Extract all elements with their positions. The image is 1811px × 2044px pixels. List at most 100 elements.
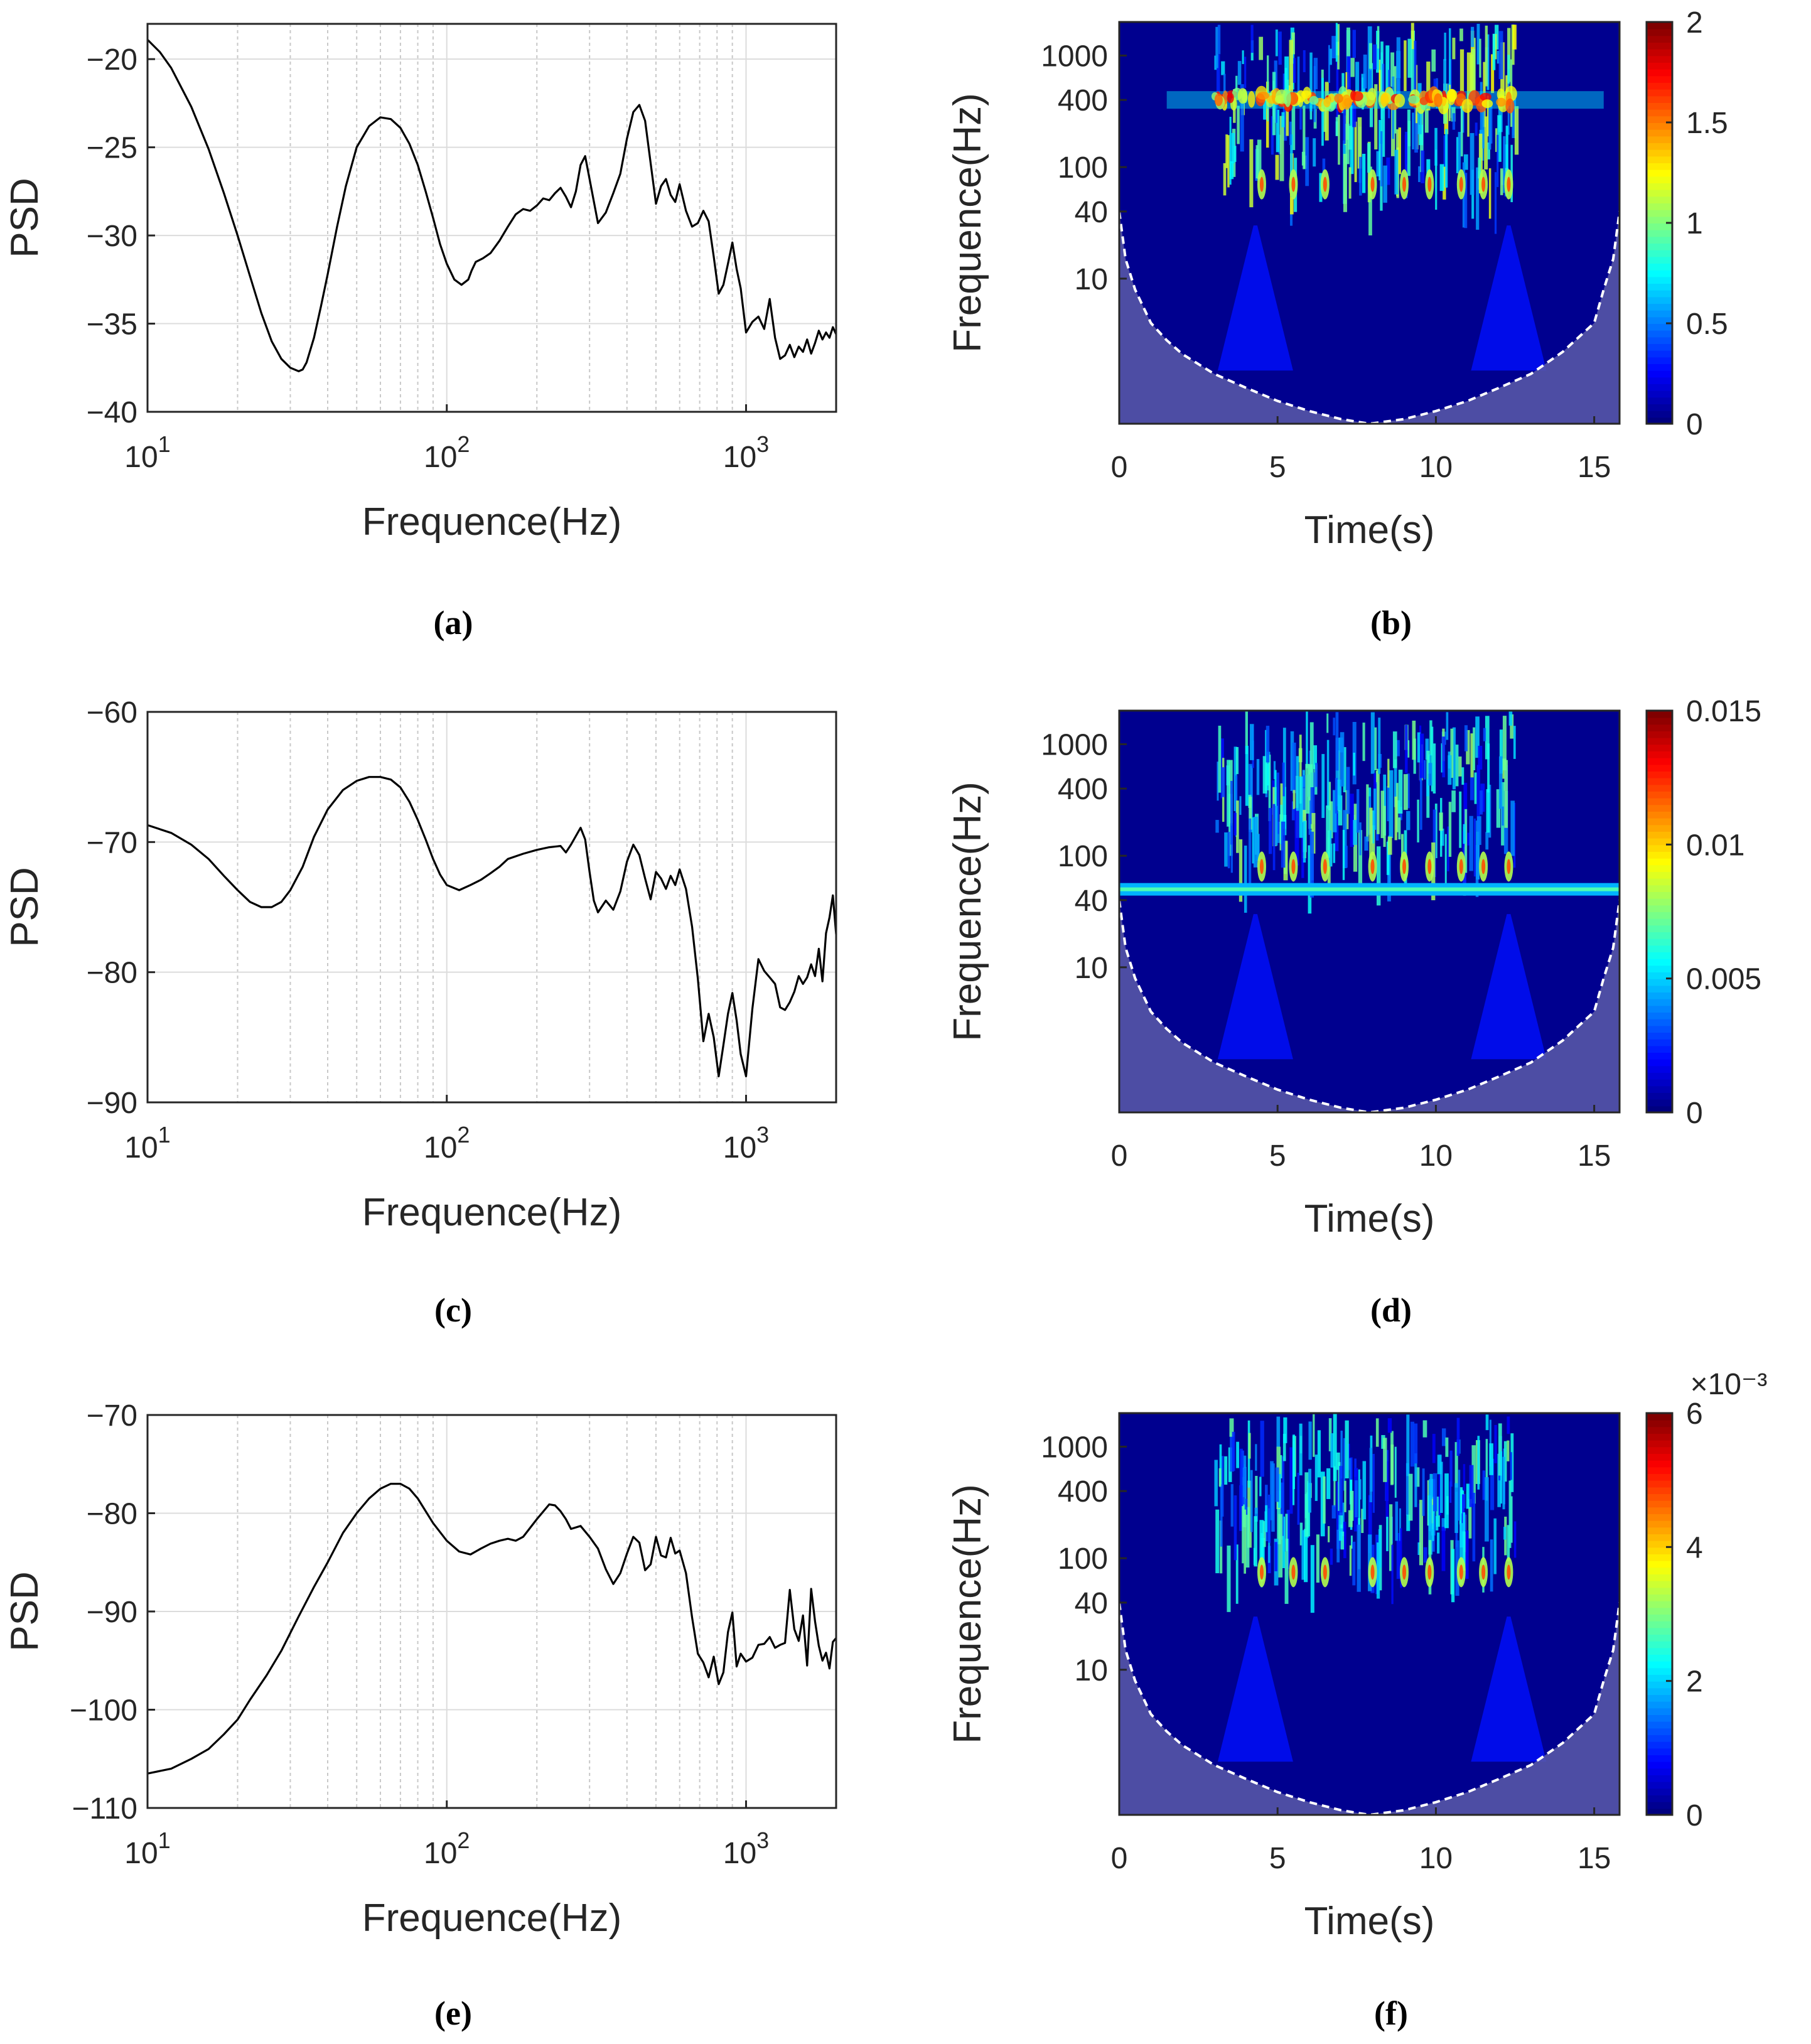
energy-streak <box>1303 105 1306 169</box>
energy-streak <box>1247 1480 1252 1548</box>
colorbar-segment <box>1647 1567 1672 1574</box>
colorbar-segment <box>1647 289 1672 298</box>
colorbar-segment <box>1647 878 1672 886</box>
energy-streak <box>1474 772 1477 804</box>
energy-streak <box>1440 828 1444 846</box>
energy-streak <box>1333 1466 1336 1507</box>
y-axis-label: PSD <box>3 867 46 947</box>
energy-streak <box>1419 1500 1424 1566</box>
colorbar-segment <box>1647 370 1672 378</box>
colorbar-segment <box>1647 724 1672 731</box>
energy-streak <box>1233 1495 1237 1561</box>
energy-streak <box>1510 714 1514 739</box>
energy-streak <box>1507 1525 1510 1562</box>
panel-b-scalogram: 0 5 10 1510401004001000Time(s)Frequence(Hz)… <box>946 6 1728 642</box>
colorbar-segment <box>1647 236 1672 244</box>
energy-streak <box>1404 40 1407 92</box>
energy-streak <box>1463 1512 1466 1564</box>
colorbar-segment <box>1647 216 1672 223</box>
energy-streak <box>1262 756 1267 794</box>
y-tick-label: 40 <box>1075 885 1108 918</box>
energy-streak <box>1383 1438 1387 1482</box>
pulse-core <box>1291 1564 1296 1580</box>
colorbar-segment <box>1647 1580 1672 1588</box>
energy-streak <box>1458 756 1462 777</box>
energy-streak <box>1472 1492 1476 1562</box>
energy-streak <box>1333 1413 1337 1482</box>
colorbar-segment <box>1647 229 1672 237</box>
energy-streak <box>1271 116 1274 155</box>
energy-streak <box>1502 1456 1505 1510</box>
colorbar-segment <box>1647 1446 1672 1454</box>
band-blob <box>1257 91 1269 100</box>
energy-streak <box>1221 61 1225 75</box>
colorbar-segment <box>1647 737 1672 745</box>
energy-streak <box>1348 167 1352 199</box>
energy-streak <box>1498 1423 1502 1476</box>
energy-streak <box>1291 32 1295 55</box>
energy-streak <box>1299 734 1302 804</box>
y-tick-label: −25 <box>87 132 137 165</box>
energy-streak <box>1394 759 1397 807</box>
energy-streak <box>1486 789 1490 833</box>
colorbar-segment <box>1647 1587 1672 1595</box>
energy-streak <box>1346 27 1350 56</box>
energy-streak <box>1463 154 1468 170</box>
energy-streak <box>1406 773 1410 809</box>
energy-streak <box>1458 132 1461 180</box>
energy-streak <box>1326 740 1330 809</box>
colorbar-segment <box>1647 256 1672 264</box>
colorbar-segment <box>1647 1453 1672 1461</box>
energy-streak <box>1503 1527 1507 1540</box>
energy-streak <box>1221 767 1225 797</box>
colorbar-segment <box>1647 116 1672 123</box>
energy-streak <box>1346 94 1350 140</box>
colorbar-segment <box>1647 1554 1672 1561</box>
energy-streak <box>1502 716 1507 771</box>
energy-streak <box>1274 1542 1277 1571</box>
colorbar-segment <box>1647 1018 1672 1026</box>
energy-streak <box>1345 1420 1349 1478</box>
colorbar-segment <box>1647 95 1672 103</box>
energy-streak <box>1482 1470 1486 1500</box>
pulse-core <box>1459 859 1463 874</box>
colorbar-tick-label: 1 <box>1686 207 1703 240</box>
energy-streak <box>1239 1448 1243 1510</box>
energy-streak <box>1428 1479 1432 1532</box>
colorbar-exponent-label: ×10⁻³ <box>1690 1368 1768 1401</box>
energy-streak <box>1270 1461 1274 1520</box>
energy-streak <box>1343 747 1346 793</box>
colorbar-segment <box>1647 804 1672 812</box>
energy-streak <box>1325 82 1329 141</box>
x-tick-base: 10 <box>424 441 457 474</box>
energy-streak <box>1378 1529 1382 1568</box>
energy-streak <box>1444 33 1446 61</box>
energy-streak <box>1310 772 1315 824</box>
energy-streak <box>1451 1549 1455 1603</box>
energy-streak <box>1250 1470 1253 1532</box>
energy-streak <box>1237 61 1242 85</box>
colorbar-segment <box>1647 1687 1672 1695</box>
energy-streak <box>1310 1545 1314 1613</box>
energy-streak <box>1450 728 1454 778</box>
energy-streak <box>1215 26 1218 68</box>
x-tick-label: 101 <box>124 431 170 474</box>
pulse-core <box>1370 1564 1375 1580</box>
colorbar-segment <box>1647 1768 1672 1775</box>
x-tick-label: 102 <box>424 431 470 474</box>
colorbar-segment <box>1647 263 1672 271</box>
energy-streak <box>1279 116 1284 181</box>
energy-streak <box>1451 790 1456 812</box>
energy-streak <box>1249 139 1254 208</box>
energy-streak <box>1441 1527 1446 1571</box>
energy-streak <box>1338 1515 1341 1531</box>
energy-streak <box>1338 114 1340 165</box>
x-tick-label: 5 <box>1269 451 1286 484</box>
energy-streak <box>1305 137 1309 186</box>
energy-streak <box>1291 801 1295 820</box>
x-tick-exponent: 1 <box>158 431 171 457</box>
energy-streak <box>1328 1526 1330 1542</box>
colorbar-segment <box>1647 169 1672 177</box>
colorbar-segment <box>1647 784 1672 792</box>
x-tick-exponent: 3 <box>756 431 769 457</box>
